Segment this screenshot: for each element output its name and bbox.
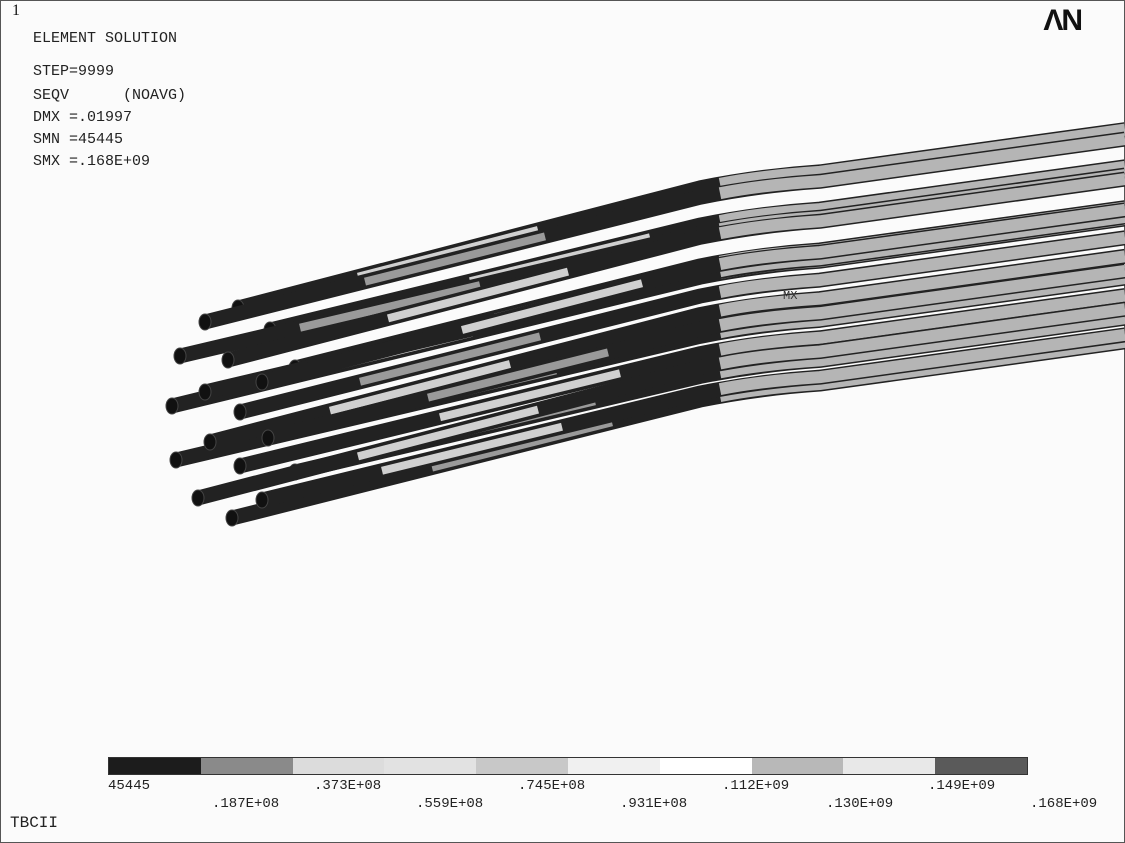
- legend-swatch-8: [751, 758, 844, 774]
- legend-swatch-5: [476, 758, 568, 774]
- legend-label-4: .559E+08: [416, 796, 484, 812]
- legend-swatch-3: [292, 758, 385, 774]
- legend-label-1: 45445: [108, 778, 151, 794]
- legend-label-10: .168E+09: [1030, 796, 1098, 812]
- info-dmx: DMX =.01997: [33, 109, 133, 126]
- jobname-label: TBCII: [10, 814, 59, 832]
- legend-swatch-10: [935, 758, 1027, 774]
- legend-label-7: .112E+09: [722, 778, 790, 794]
- color-legend-bar: [108, 757, 1028, 775]
- legend-label-5: .745E+08: [518, 778, 586, 794]
- legend-swatch-6: [567, 758, 660, 774]
- window-number: 1: [12, 2, 20, 19]
- ansys-logo: ΛN: [1043, 4, 1083, 37]
- legend-label-6: .931E+08: [620, 796, 688, 812]
- info-smn: SMN =45445: [33, 131, 124, 148]
- cable-bundle: [165, 122, 1125, 527]
- info-seqv: SEQV (NOAVG): [33, 87, 187, 104]
- solution-title: ELEMENT SOLUTION: [33, 30, 178, 47]
- legend-label-3: .373E+08: [314, 778, 382, 794]
- max-marker: MX: [783, 289, 797, 303]
- legend-label-9: .149E+09: [928, 778, 996, 794]
- legend-label-8: .130E+09: [826, 796, 894, 812]
- legend-swatch-2: [200, 758, 293, 774]
- info-step: STEP=9999: [33, 63, 115, 80]
- legend-swatch-9: [843, 758, 936, 774]
- legend-swatch-1: [109, 758, 201, 774]
- legend-label-2: .187E+08: [212, 796, 280, 812]
- legend-swatch-7: [659, 758, 752, 774]
- legend-swatch-4: [384, 758, 477, 774]
- info-smx: SMX =.168E+09: [33, 153, 151, 170]
